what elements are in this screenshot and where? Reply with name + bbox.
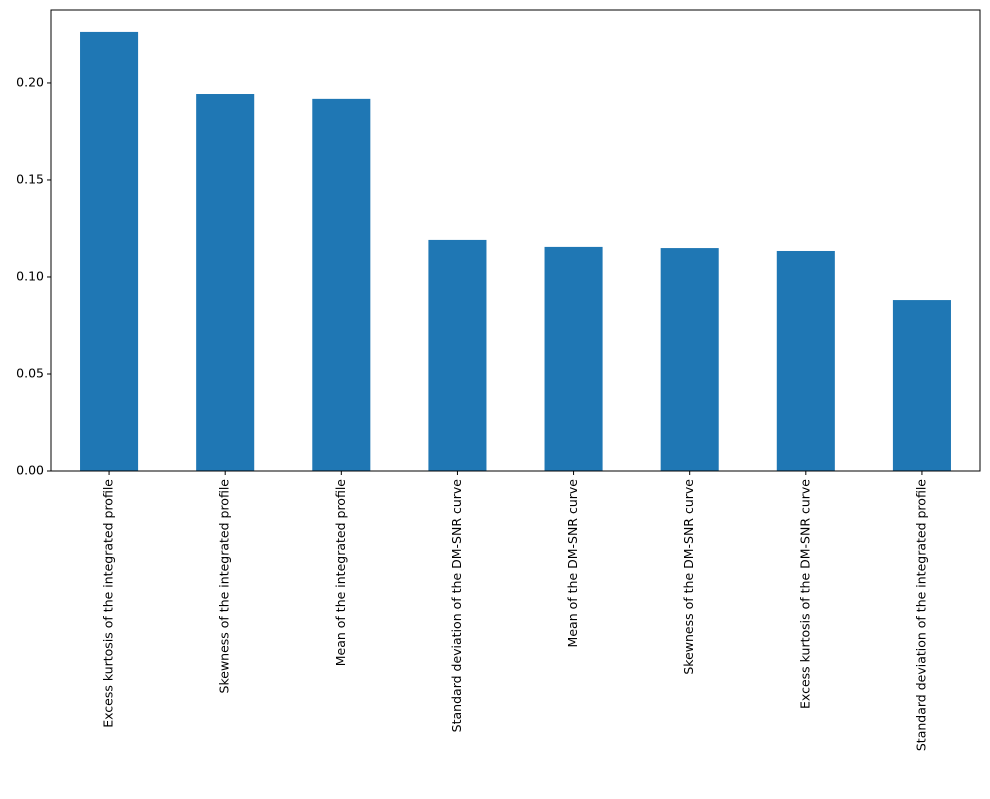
bar	[428, 239, 487, 471]
bar	[892, 300, 951, 471]
bar	[776, 250, 835, 471]
y-tick-label: 0.15	[16, 171, 44, 186]
y-tick-label: 0.20	[16, 74, 44, 89]
y-tick-label: 0.10	[16, 268, 44, 283]
bar	[312, 98, 371, 471]
plot-frame	[50, 9, 981, 472]
bar	[80, 31, 139, 472]
x-tick-label: Skewness of the DM-SNR curve	[681, 479, 696, 675]
x-tick-label: Mean of the DM-SNR curve	[565, 479, 580, 648]
y-tick-label: 0.00	[16, 463, 44, 478]
x-tick-label: Skewness of the integrated profile	[217, 479, 232, 694]
x-tick-label: Mean of the integrated profile	[333, 479, 348, 667]
bar	[544, 246, 603, 471]
bar	[196, 94, 255, 471]
bar	[660, 248, 719, 471]
x-tick-label: Excess kurtosis of the integrated profil…	[101, 479, 116, 728]
x-tick-label: Excess kurtosis of the DM-SNR curve	[797, 479, 812, 709]
x-tick-label: Standard deviation of the DM-SNR curve	[449, 479, 464, 733]
x-tick-label: Standard deviation of the integrated pro…	[913, 479, 928, 751]
y-tick-label: 0.05	[16, 365, 44, 380]
